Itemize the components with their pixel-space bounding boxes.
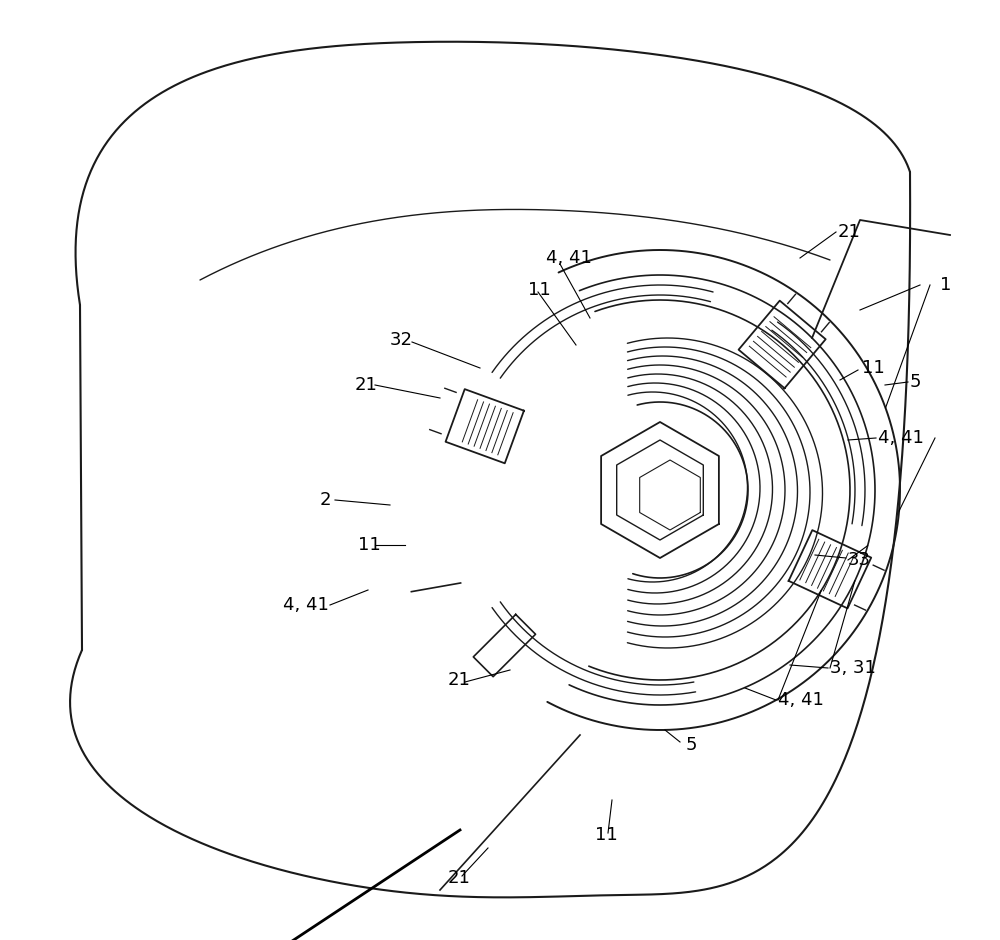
- Text: 4, 41: 4, 41: [283, 596, 329, 614]
- Text: 4, 41: 4, 41: [878, 429, 924, 447]
- Text: 33: 33: [848, 551, 871, 569]
- Text: 5: 5: [686, 736, 698, 754]
- Text: 4, 41: 4, 41: [546, 249, 592, 267]
- Text: 1: 1: [940, 276, 951, 294]
- Text: 11: 11: [358, 536, 381, 554]
- Text: 21: 21: [838, 223, 861, 241]
- Text: 4, 41: 4, 41: [778, 691, 824, 709]
- Text: 3, 31: 3, 31: [830, 659, 876, 677]
- Text: 5: 5: [910, 373, 922, 391]
- Text: 11: 11: [528, 281, 551, 299]
- Text: 11: 11: [862, 359, 885, 377]
- Text: 11: 11: [595, 826, 618, 844]
- Text: 21: 21: [355, 376, 378, 394]
- Text: 21: 21: [448, 869, 471, 887]
- Text: 21: 21: [448, 671, 471, 689]
- Text: 2: 2: [320, 491, 332, 509]
- Text: 32: 32: [390, 331, 413, 349]
